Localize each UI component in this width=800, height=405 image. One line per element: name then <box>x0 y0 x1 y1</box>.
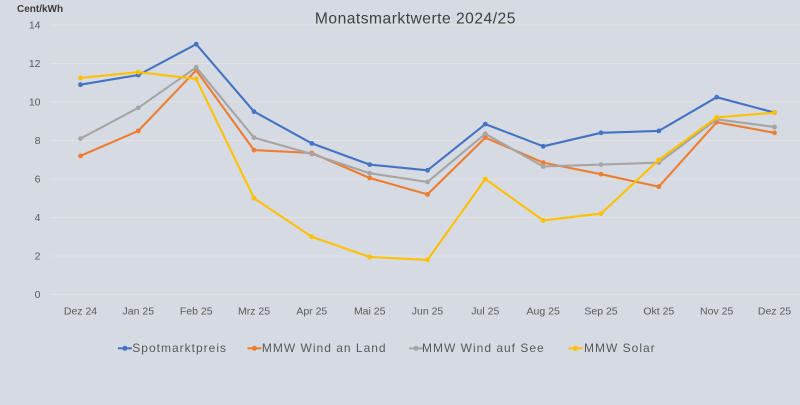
svg-text:MMW Wind an Land: MMW Wind an Land <box>262 341 387 355</box>
svg-text:Feb 25: Feb 25 <box>180 306 213 318</box>
svg-text:6: 6 <box>35 174 41 186</box>
svg-text:Dez 24: Dez 24 <box>64 306 97 318</box>
svg-text:Jan 25: Jan 25 <box>123 306 155 318</box>
svg-text:0: 0 <box>35 289 41 301</box>
svg-text:Jul 25: Jul 25 <box>471 306 499 318</box>
svg-text:Aug 25: Aug 25 <box>527 306 560 318</box>
svg-text:Jun 25: Jun 25 <box>412 306 444 318</box>
svg-text:Cent/kWh: Cent/kWh <box>17 4 63 15</box>
svg-text:10: 10 <box>29 97 41 109</box>
svg-text:Mai 25: Mai 25 <box>354 306 386 318</box>
svg-text:8: 8 <box>35 135 41 147</box>
svg-text:Mrz 25: Mrz 25 <box>238 306 270 318</box>
svg-text:4: 4 <box>35 212 41 224</box>
svg-text:2: 2 <box>35 251 41 263</box>
svg-text:Dez 25: Dez 25 <box>758 306 791 318</box>
svg-text:14: 14 <box>29 20 41 32</box>
svg-text:Okt 25: Okt 25 <box>643 306 674 318</box>
svg-text:Nov 25: Nov 25 <box>700 306 733 318</box>
svg-text:MMW Solar: MMW Solar <box>584 341 656 355</box>
svg-text:12: 12 <box>29 58 41 70</box>
svg-text:Sep 25: Sep 25 <box>584 306 617 318</box>
svg-text:MMW Wind auf See: MMW Wind auf See <box>422 341 545 355</box>
svg-text:Monatsmarktwerte 2024/25: Monatsmarktwerte 2024/25 <box>315 11 516 28</box>
svg-text:Apr 25: Apr 25 <box>296 306 327 318</box>
svg-text:Spotmarktpreis: Spotmarktpreis <box>132 341 227 355</box>
